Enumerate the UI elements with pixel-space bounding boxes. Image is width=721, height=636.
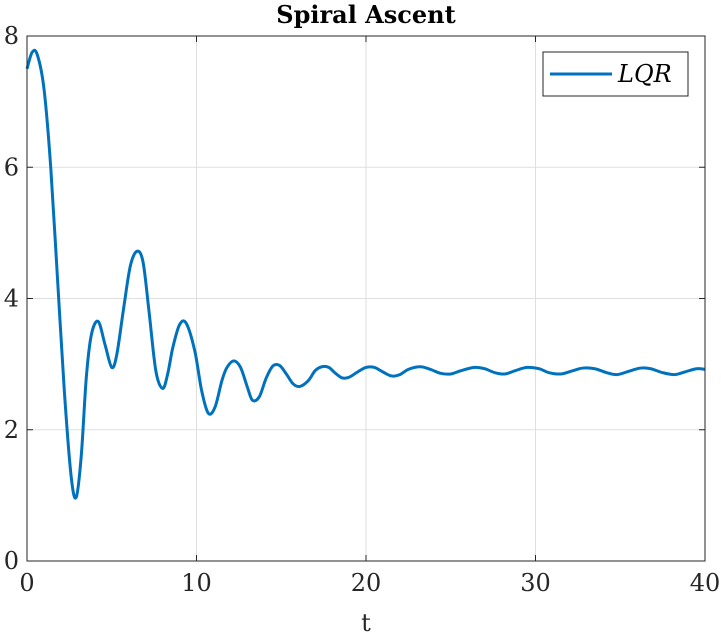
y-tick-label: 4 [4, 285, 19, 313]
chart-title: Spiral Ascent [276, 0, 455, 29]
legend-entry-lqr: LQR [617, 60, 672, 88]
x-tick-label: 30 [520, 569, 551, 597]
x-axis-label: t [361, 609, 371, 636]
tick-layer: 0 10 20 30 40 0 2 4 6 8 [4, 22, 721, 597]
y-tick-label: 2 [4, 416, 19, 444]
y-tick-label: 6 [4, 153, 19, 181]
legend: LQR [542, 51, 689, 97]
x-tick-label: 10 [181, 569, 212, 597]
x-tick-label: 0 [19, 569, 34, 597]
y-tick-label: 8 [4, 22, 19, 50]
x-tick-label: 20 [351, 569, 382, 597]
x-tick-label: 40 [690, 569, 721, 597]
series-layer [25, 48, 706, 500]
y-tick-label: 0 [4, 547, 19, 575]
series-line-lqr [25, 48, 706, 500]
